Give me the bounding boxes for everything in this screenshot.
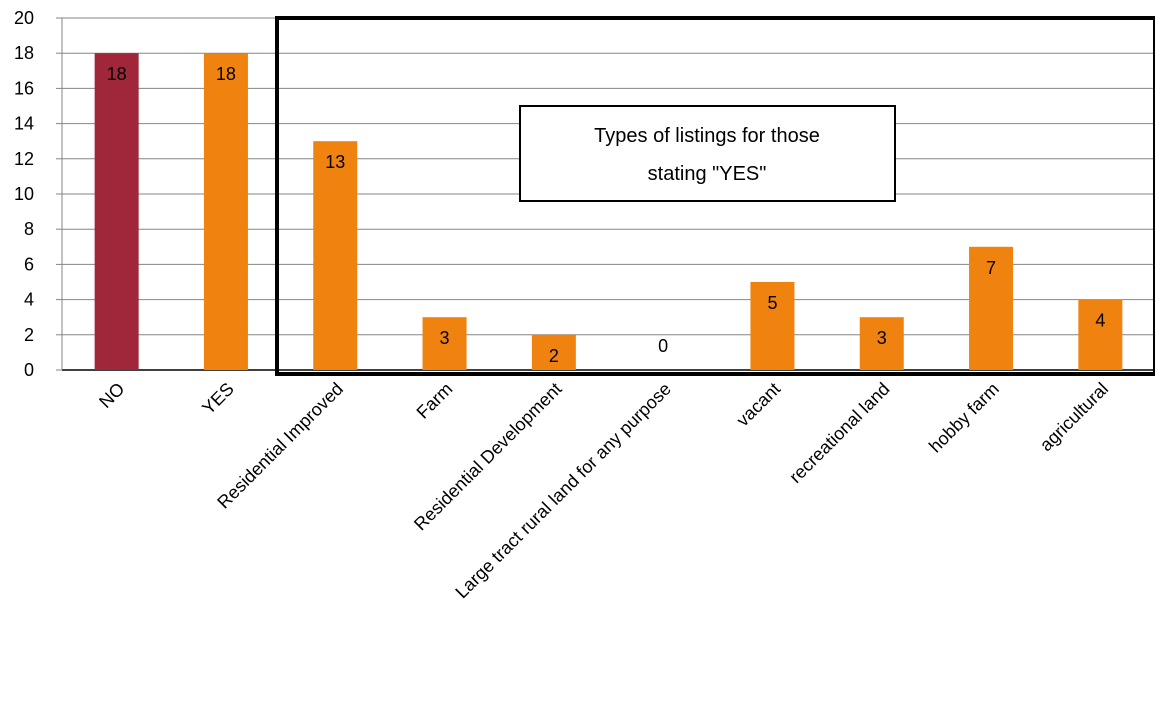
y-tick-label: 18 <box>14 43 34 63</box>
y-tick-label: 20 <box>14 8 34 28</box>
data-label: 2 <box>549 346 559 366</box>
y-tick-label: 10 <box>14 184 34 204</box>
bar <box>313 141 358 370</box>
data-label: 4 <box>1095 311 1105 331</box>
x-category-label: YES <box>198 379 238 419</box>
data-label: 13 <box>325 152 345 172</box>
y-tick-label: 4 <box>24 290 34 310</box>
bar <box>1078 299 1123 370</box>
x-category-label: Residential Improved <box>213 379 347 513</box>
yes-group-frame <box>275 16 1155 376</box>
data-label: 18 <box>107 64 127 84</box>
bar <box>422 317 467 370</box>
data-label: 3 <box>877 328 887 348</box>
data-label: 18 <box>216 64 236 84</box>
data-label: 5 <box>767 293 777 313</box>
bar <box>750 282 795 370</box>
y-tick-label: 2 <box>24 325 34 345</box>
data-label: 7 <box>986 258 996 278</box>
annotation-line-1: Types of listings for those <box>594 125 820 147</box>
data-labels: 18 18 13 3 2 0 5 3 7 4 <box>107 64 1106 366</box>
bar <box>969 246 1014 370</box>
y-tick-label: 6 <box>24 254 34 274</box>
y-tick-label: 16 <box>14 78 34 98</box>
bar <box>94 53 139 370</box>
x-category-label: Farm <box>413 379 457 423</box>
x-category-label: agricultural <box>1036 379 1112 455</box>
bar <box>859 317 904 370</box>
x-category-label: hobby farm <box>925 379 1003 457</box>
bars <box>94 53 1123 370</box>
y-tick-label: 0 <box>24 360 34 380</box>
x-category-label: Large tract rural land for any purpose <box>451 379 675 603</box>
y-axis-ticks: 0 2 4 6 8 10 12 14 16 18 20 <box>14 8 62 380</box>
y-tick-label: 14 <box>14 114 34 134</box>
data-label: 0 <box>658 336 668 356</box>
x-category-label: vacant <box>733 379 785 431</box>
x-category-label: recreational land <box>785 379 893 487</box>
bar <box>531 334 576 370</box>
y-tick-label: 8 <box>24 219 34 239</box>
annotation-line-2: stating "YES" <box>648 163 767 185</box>
data-label: 3 <box>440 328 450 348</box>
bar <box>203 53 248 370</box>
annotation-box: Types of listings for those stating "YES… <box>519 105 896 202</box>
x-category-label: NO <box>95 379 128 412</box>
y-tick-label: 12 <box>14 149 34 169</box>
